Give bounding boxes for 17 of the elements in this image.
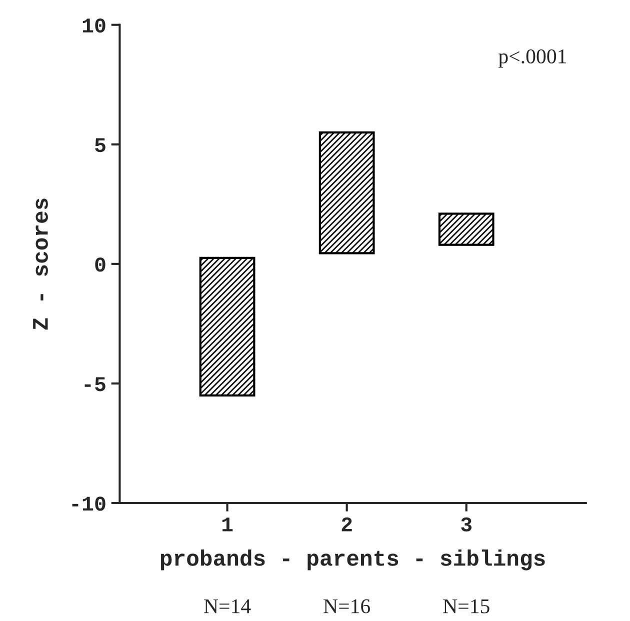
bar xyxy=(318,131,375,254)
text: N=14 xyxy=(204,599,251,614)
x-tick-label: 3 xyxy=(461,517,472,532)
x-tick-label: 1 xyxy=(222,518,233,532)
y-tick-label: 5 xyxy=(95,138,106,152)
text: N=16 xyxy=(324,599,370,614)
bar xyxy=(199,256,256,396)
text: N=15 xyxy=(443,599,490,614)
annotation: p<.0001 xyxy=(498,49,566,68)
y-tick-label: 10 xyxy=(82,18,106,33)
y-tick-label: -5 xyxy=(84,377,106,392)
y-axis-title: Z - scores xyxy=(33,198,48,330)
x-axis-title: probands - parents - siblings xyxy=(160,550,545,570)
y-tick-label: -10 xyxy=(72,496,106,511)
x-tick-label: 2 xyxy=(342,517,352,532)
bar xyxy=(438,212,494,246)
y-tick-label: 0 xyxy=(95,258,106,272)
